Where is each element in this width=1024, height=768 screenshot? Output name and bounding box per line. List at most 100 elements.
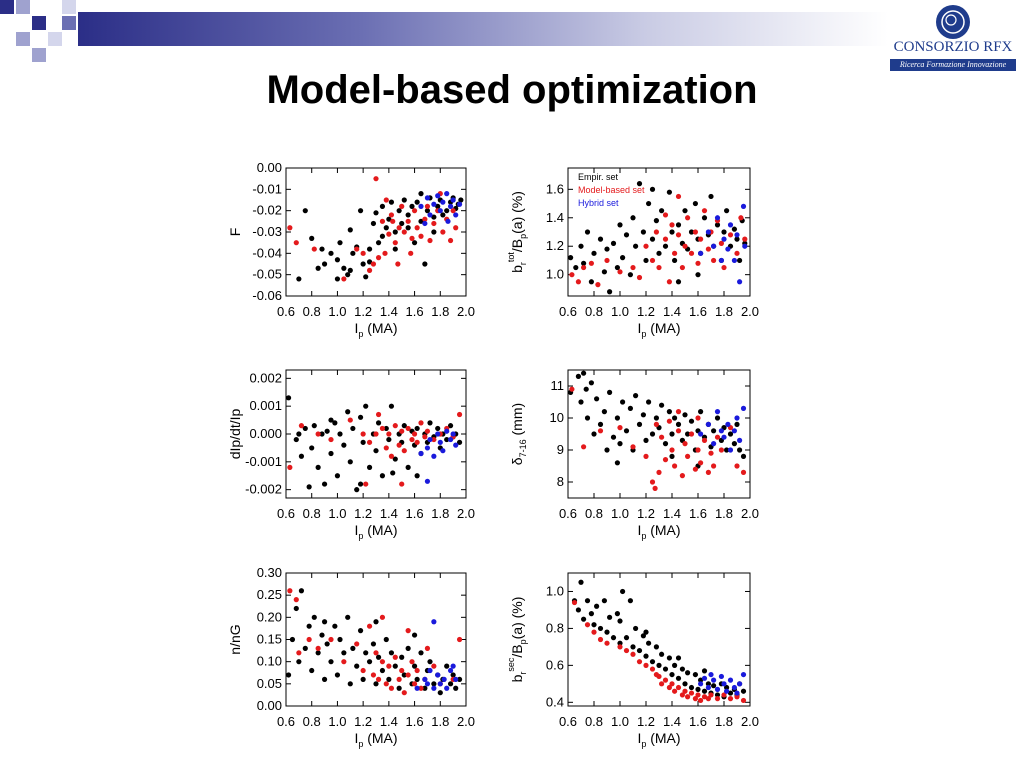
- data-point: [705, 696, 712, 702]
- y-axis-label: δ7-16 (mm): [509, 403, 528, 465]
- data-point: [347, 681, 353, 687]
- data-point: [656, 264, 662, 271]
- data-point: [640, 633, 647, 639]
- y-tick-label: -0.01: [252, 181, 282, 196]
- data-point: [692, 200, 699, 207]
- data-point: [714, 434, 721, 440]
- data-point: [350, 645, 356, 651]
- data-point: [411, 240, 418, 246]
- data-point: [360, 667, 366, 674]
- data-point: [711, 441, 717, 447]
- data-point: [607, 614, 613, 620]
- data-point: [675, 279, 682, 285]
- data-point: [692, 466, 699, 472]
- data-point: [597, 236, 604, 242]
- data-point: [296, 659, 302, 665]
- data-point: [601, 409, 608, 415]
- y-tick-label: 1.2: [546, 238, 564, 253]
- data-point: [734, 421, 740, 427]
- data-point: [414, 199, 420, 205]
- x-tick-label: 1.2: [354, 506, 372, 521]
- data-point: [390, 218, 396, 224]
- data-point: [727, 696, 734, 702]
- data-point: [447, 203, 454, 209]
- data-point: [296, 276, 302, 282]
- chart-n_nG: 0.6 0.8 1.0 1.2 1.4 1.6 1.8 2.0 0.30 0.25 0.20 0.15…: [227, 565, 475, 749]
- data-point: [636, 647, 643, 654]
- data-point: [695, 260, 701, 266]
- data-point: [379, 425, 386, 432]
- data-point: [379, 218, 386, 224]
- x-tick-label: 1.0: [611, 304, 629, 319]
- data-point: [594, 396, 600, 402]
- data-point: [373, 650, 379, 656]
- data-point: [396, 208, 402, 214]
- data-point: [662, 212, 669, 218]
- data-point: [721, 692, 727, 698]
- x-tick-label: 0.6: [559, 714, 577, 729]
- data-point: [392, 654, 398, 660]
- data-point: [701, 675, 708, 681]
- data-point: [444, 428, 450, 434]
- data-point: [714, 696, 721, 702]
- data-point: [685, 431, 691, 437]
- data-point: [435, 203, 441, 209]
- data-point: [731, 226, 738, 232]
- data-point: [366, 439, 373, 445]
- data-point: [656, 250, 662, 256]
- data-point: [721, 681, 727, 687]
- data-point: [607, 389, 613, 395]
- data-point: [315, 645, 321, 651]
- data-point: [578, 243, 584, 249]
- y-tick-label: 0.002: [249, 370, 282, 385]
- page-title: Model-based optimization: [266, 68, 758, 112]
- logo-subtext: Ricerca Formazione Innovazione: [890, 59, 1016, 71]
- x-tick-label: 2.0: [457, 304, 475, 319]
- data-point: [721, 434, 727, 440]
- x-axis-label: Ip (MA): [637, 320, 680, 339]
- data-point: [725, 421, 731, 427]
- data-point: [653, 644, 660, 650]
- data-point: [669, 431, 675, 437]
- y-tick-label: 1.0: [546, 267, 564, 282]
- data-point: [392, 229, 398, 235]
- data-point: [332, 623, 338, 629]
- data-point: [427, 420, 433, 426]
- data-point: [711, 428, 717, 434]
- data-point: [675, 655, 682, 661]
- x-tick-label: 1.6: [406, 714, 424, 729]
- data-point: [630, 215, 636, 221]
- data-point: [731, 684, 738, 691]
- data-point: [405, 425, 411, 432]
- y-tick-label: 0.25: [257, 587, 282, 602]
- data-point: [591, 629, 597, 635]
- data-point: [328, 659, 334, 665]
- data-point: [705, 246, 712, 252]
- data-point: [405, 218, 411, 224]
- data-point: [682, 681, 688, 687]
- x-tick-label: 0.8: [303, 304, 321, 319]
- data-point: [636, 659, 643, 665]
- y-tick-label: 1.4: [546, 210, 564, 225]
- data-point: [386, 216, 392, 222]
- data-point: [422, 220, 428, 227]
- y-tick-label: -0.02: [252, 203, 282, 218]
- data-point: [306, 636, 312, 643]
- data-point: [396, 676, 402, 683]
- data-point: [424, 445, 431, 451]
- data-point: [409, 436, 415, 443]
- data-point: [315, 265, 321, 271]
- data-point: [360, 439, 366, 445]
- data-point: [656, 662, 662, 668]
- data-point: [695, 272, 701, 278]
- data-point: [390, 470, 396, 476]
- data-point: [672, 688, 678, 694]
- data-point: [627, 598, 634, 604]
- data-point: [453, 685, 459, 691]
- data-point: [306, 623, 312, 629]
- data-point: [597, 636, 604, 643]
- data-point: [620, 399, 626, 405]
- data-point: [698, 250, 704, 256]
- data-point: [373, 176, 379, 182]
- data-point: [431, 685, 437, 691]
